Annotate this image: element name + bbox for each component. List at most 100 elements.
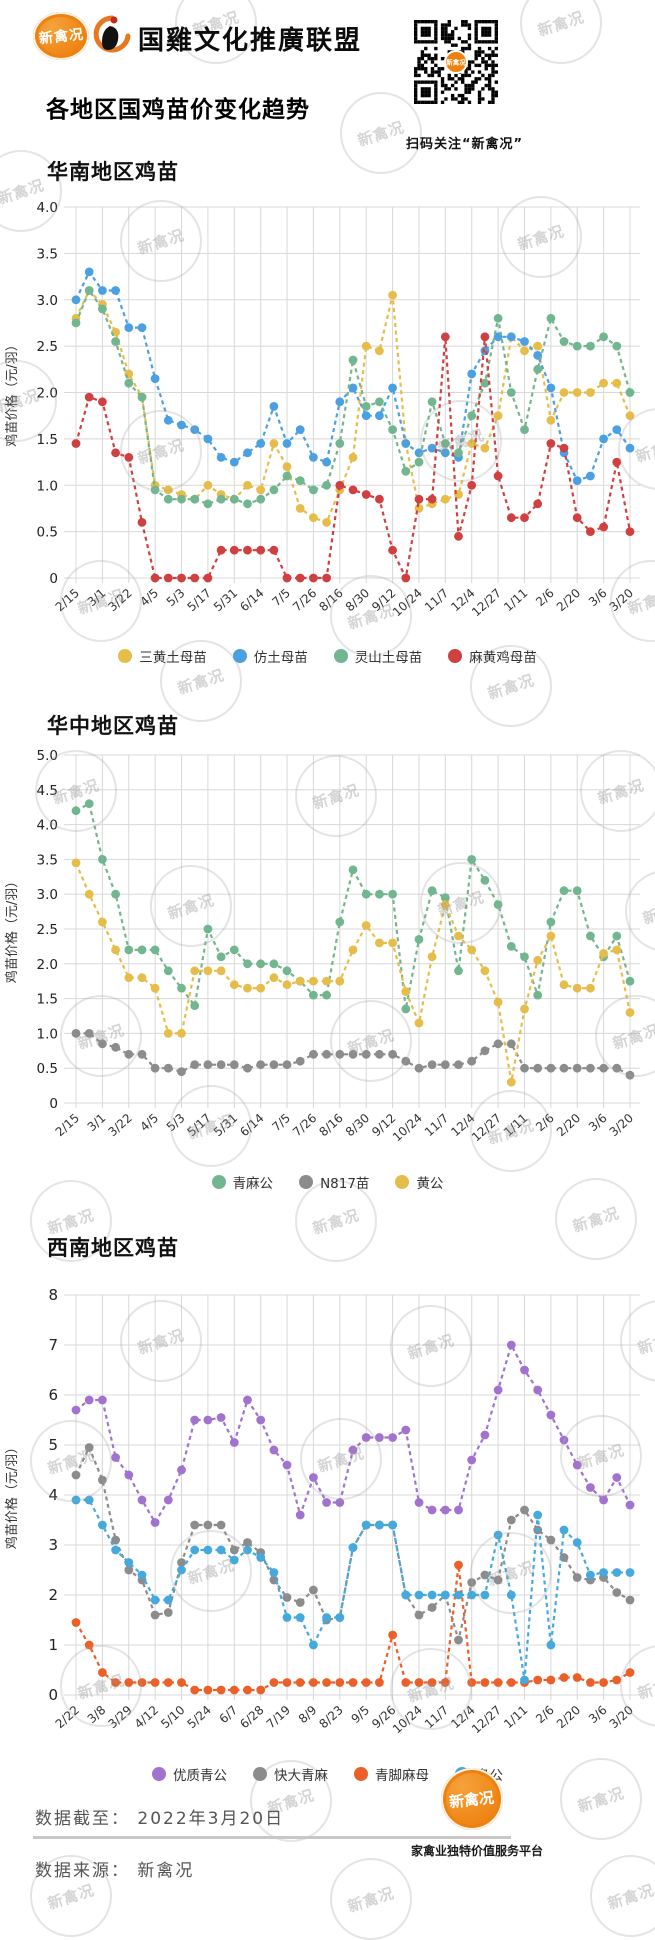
data-point <box>427 952 437 962</box>
data-point <box>401 573 411 583</box>
data-point <box>282 1593 292 1602</box>
line-chart-south: 00.51.01.52.02.53.03.54.02/15 3/13/22 4/5 5… <box>4 200 640 619</box>
legend-label: N817苗 <box>320 1176 370 1192</box>
data-point <box>98 1668 107 1677</box>
data-point <box>295 504 305 513</box>
series-line <box>74 862 632 1084</box>
data-point <box>480 443 490 453</box>
data-point <box>388 383 397 393</box>
data-point <box>480 1046 490 1056</box>
data-point <box>309 513 318 523</box>
data-point <box>401 1004 411 1014</box>
data-point <box>282 439 292 448</box>
data-point <box>203 573 213 583</box>
data-point <box>454 1590 463 1600</box>
legend-label: 黄公 <box>416 1176 444 1192</box>
data-point <box>559 1673 569 1682</box>
data-point <box>137 973 147 983</box>
data-point <box>124 1049 134 1059</box>
data-point <box>480 332 490 342</box>
data-point <box>137 945 147 955</box>
data-point <box>256 494 266 504</box>
data-point <box>243 1685 252 1695</box>
data-point <box>216 453 226 462</box>
data-point <box>599 434 608 444</box>
data-point <box>71 1405 81 1415</box>
data-point <box>111 1535 120 1545</box>
data-point <box>454 1505 463 1515</box>
data-cutoff-label: 数据截至： <box>35 1809 130 1829</box>
data-point <box>440 900 450 909</box>
legend-label: 三黄土母苗 <box>139 650 207 666</box>
x-tick-label: 4/12 <box>132 1703 161 1731</box>
data-point <box>467 1590 477 1600</box>
data-point <box>84 1495 94 1505</box>
y-tick-label: 0 <box>49 571 58 587</box>
data-point <box>454 931 463 941</box>
data-point <box>177 1067 186 1077</box>
y-tick-label: 0.5 <box>37 1061 58 1077</box>
data-point <box>361 889 371 899</box>
x-tick-label: 3/20 <box>607 586 636 614</box>
legend-item: 青脚麻母 <box>354 1764 429 1784</box>
data-point <box>612 931 622 941</box>
data-point <box>216 545 226 555</box>
data-point <box>335 1498 345 1507</box>
y-tick-label: 1 <box>48 1636 58 1654</box>
data-point <box>625 1668 635 1677</box>
data-point <box>98 286 107 295</box>
data-point <box>84 267 94 277</box>
data-point <box>190 494 200 504</box>
data-point <box>572 341 582 351</box>
data-point <box>467 1455 477 1465</box>
data-point <box>440 448 450 458</box>
y-tick-label: 4.0 <box>37 200 58 216</box>
data-point <box>229 1545 239 1555</box>
legend-label: 青麻公 <box>232 1176 274 1192</box>
x-tick-label: 3/6 <box>586 586 610 609</box>
y-tick-label: 3 <box>48 1536 58 1554</box>
data-point <box>309 976 318 986</box>
data-point <box>229 1685 239 1695</box>
data-point <box>559 443 569 453</box>
x-tick-label: 3/22 <box>105 1111 134 1139</box>
data-source-value: 新禽况 <box>137 1861 195 1881</box>
data-point <box>177 420 186 430</box>
x-tick-label: 1/11 <box>501 1703 530 1731</box>
data-point <box>506 1039 516 1049</box>
data-point <box>546 313 556 323</box>
data-point <box>190 1060 200 1070</box>
data-point <box>625 1008 635 1017</box>
y-tick-label: 3.0 <box>37 887 58 903</box>
x-tick-label: 1/11 <box>501 1111 530 1139</box>
series-line <box>75 1343 631 1524</box>
x-tick-label: 2/20 <box>554 586 583 614</box>
data-point <box>533 1510 543 1520</box>
data-point <box>282 1613 292 1622</box>
data-point <box>348 1049 358 1059</box>
y-tick-label: 0 <box>48 1686 58 1704</box>
data-point <box>559 337 569 346</box>
y-axis-title: 鸡苗价格（元/羽） <box>4 875 20 983</box>
data-point <box>150 1518 160 1527</box>
data-point <box>322 480 331 490</box>
legend-item: 三黄土母苗 <box>118 646 207 666</box>
data-point <box>612 1473 622 1482</box>
data-point <box>190 1685 200 1695</box>
data-point <box>243 983 252 993</box>
data-point <box>572 1460 582 1470</box>
data-point <box>625 388 635 397</box>
data-point <box>361 1049 371 1059</box>
y-axis-title: 鸡苗价格（元/羽） <box>4 338 20 446</box>
data-point <box>203 1060 213 1070</box>
data-point <box>467 369 477 379</box>
data-point <box>625 1595 635 1605</box>
data-point <box>322 1613 331 1622</box>
data-point <box>309 485 318 495</box>
data-point <box>203 1545 213 1555</box>
data-point <box>137 1049 147 1059</box>
watermark-text: 新禽况 <box>535 7 587 40</box>
data-point <box>322 1049 331 1059</box>
data-point <box>295 976 305 986</box>
data-point <box>229 945 239 955</box>
